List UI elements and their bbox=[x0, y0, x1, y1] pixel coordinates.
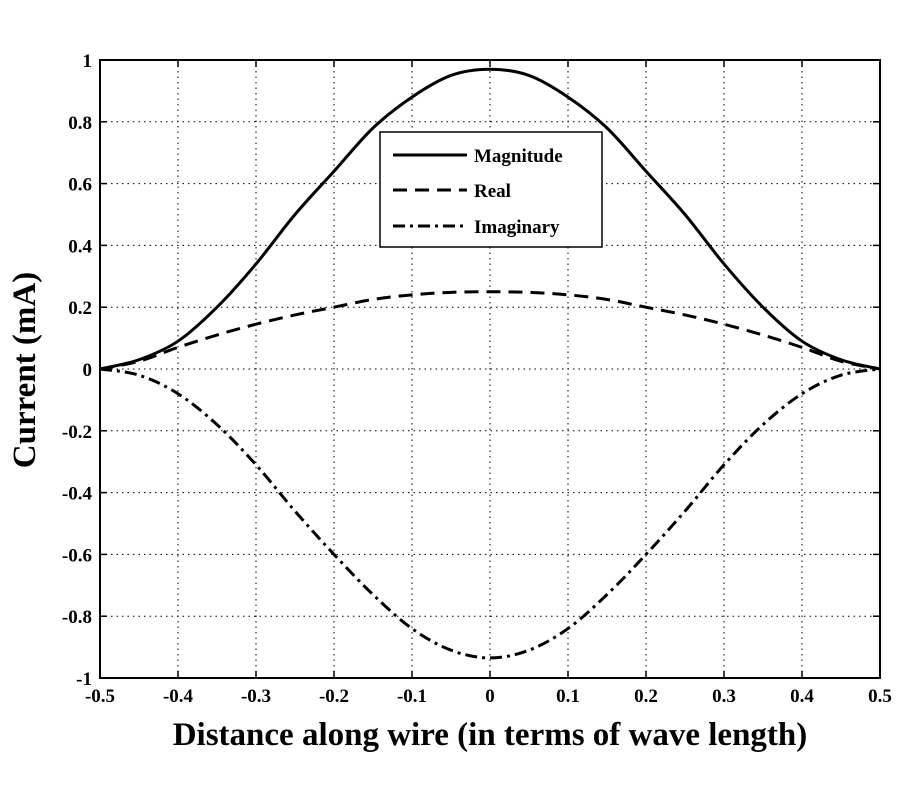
y-tick-label: -0.8 bbox=[62, 607, 92, 628]
x-tick-label: 0.4 bbox=[790, 686, 814, 707]
legend-label-imaginary: Imaginary bbox=[474, 217, 560, 238]
series-line-magnitude bbox=[99, 67, 881, 371]
x-axis-label: Distance along wire (in terms of wave le… bbox=[173, 717, 808, 753]
axis-ticks bbox=[99, 59, 881, 679]
y-tick-label: -0.4 bbox=[62, 484, 93, 505]
x-tick-label: -0.5 bbox=[85, 686, 115, 707]
y-tick-label: 0.4 bbox=[68, 236, 92, 257]
x-tick-label: -0.1 bbox=[397, 686, 427, 707]
x-tick-labels: -0.5 -0.4 -0.3 -0.2 -0.1 0 0.1 0.2 0.3 0.4 0.5 bbox=[85, 686, 892, 707]
y-tick-label: 0.6 bbox=[68, 175, 92, 196]
y-tick-label: 1 bbox=[83, 51, 93, 72]
y-tick-label: 0.2 bbox=[68, 298, 92, 319]
x-tick-label: -0.4 bbox=[163, 686, 194, 707]
grid-lines bbox=[100, 60, 880, 678]
y-tick-label: 0.8 bbox=[68, 113, 92, 134]
series-line-real bbox=[99, 290, 881, 371]
legend: Magnitude Real Imaginary bbox=[379, 131, 603, 248]
x-tick-label: 0.1 bbox=[556, 686, 580, 707]
x-tick-label: 0 bbox=[485, 686, 495, 707]
y-tick-label: 0 bbox=[83, 360, 93, 381]
y-tick-label: -0.2 bbox=[62, 422, 92, 443]
y-tick-labels: 1 0.8 0.6 0.4 0.2 0 -0.2 -0.4 -0.6 -0.8 -1 bbox=[62, 51, 93, 690]
legend-label-real: Real bbox=[474, 181, 511, 202]
x-tick-label: 0.2 bbox=[634, 686, 658, 707]
x-tick-label: 0.3 bbox=[712, 686, 736, 707]
y-tick-label: -1 bbox=[76, 669, 92, 690]
series-layer bbox=[99, 67, 881, 660]
x-tick-label: 0.5 bbox=[868, 686, 892, 707]
series-line-imaginary bbox=[99, 367, 881, 660]
y-axis-label: Current (mA) bbox=[7, 272, 43, 468]
y-tick-label: -0.6 bbox=[62, 545, 92, 566]
x-tick-label: -0.3 bbox=[241, 686, 271, 707]
x-tick-label: -0.2 bbox=[319, 686, 349, 707]
legend-label-magnitude: Magnitude bbox=[474, 146, 563, 167]
